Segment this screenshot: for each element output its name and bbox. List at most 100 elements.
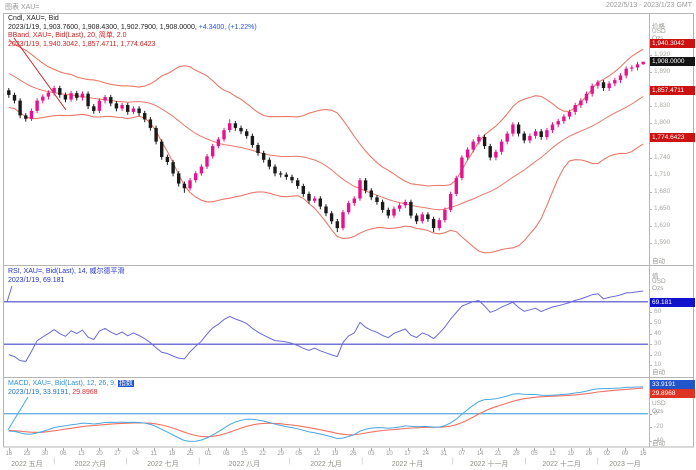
month-label[interactable]: 2022 六月	[74, 461, 107, 468]
candle-body	[194, 173, 198, 181]
day-label: 08	[222, 451, 230, 457]
day-label: 05	[295, 451, 303, 457]
candle-body	[137, 108, 141, 114]
candle-body	[154, 127, 158, 142]
candle-body	[284, 174, 288, 177]
axis-tick-mark	[649, 158, 652, 159]
bollinger-middle-line	[8, 72, 644, 211]
rsi-axis-tick: 40	[654, 329, 662, 337]
candle-body	[465, 149, 470, 158]
axis-tick-mark	[649, 323, 652, 324]
time-axis-tick	[625, 448, 626, 451]
time-axis-tick	[589, 448, 590, 451]
rsi-legend: RSI, XAU=, Bid(Last), 14, 威尔德平滑 2023/1/1…	[8, 268, 125, 285]
candle-body	[420, 214, 424, 222]
time-axis-tick	[45, 448, 46, 451]
candle-body	[103, 97, 107, 101]
month-label[interactable]: 2022 十一月	[469, 461, 509, 468]
macd-plot	[4, 386, 648, 442]
rsi-axis-tick: 10	[654, 361, 662, 369]
candle-body	[607, 83, 611, 89]
macd-axis-auto-label[interactable]: 自动	[652, 440, 665, 447]
price-axis-tick: 1,590	[654, 238, 671, 246]
candle-body	[539, 131, 543, 137]
window-topbar: 图表 XAU= 2022/5/13 - 2023/1/23 GMT	[0, 0, 696, 13]
candle-body	[273, 166, 277, 174]
candle-body	[397, 205, 402, 209]
macd-ma-type: 指数	[117, 380, 134, 387]
day-label: 31	[440, 451, 448, 457]
candle-body	[635, 64, 640, 68]
candle-body	[341, 212, 345, 229]
day-label: 27	[114, 451, 121, 457]
day-label: 06	[59, 451, 67, 457]
axis-tick-mark	[649, 226, 652, 227]
month-label[interactable]: 2022 七月	[147, 461, 179, 468]
candle-body	[522, 133, 526, 141]
time-axis-tick	[226, 448, 227, 451]
candle-body	[205, 156, 209, 167]
candle-body	[477, 137, 481, 142]
rsi-axis-auto-label[interactable]: 自动	[652, 369, 665, 376]
time-axis-tick	[208, 448, 209, 451]
time-axis-tick	[317, 448, 318, 451]
time-axis-tick	[81, 448, 82, 451]
axis-tick-mark	[649, 365, 652, 366]
candle-body	[426, 214, 430, 219]
day-label: 07	[458, 451, 466, 457]
month-label[interactable]: 2022 十月	[391, 461, 424, 468]
month-label[interactable]: 2022 五月	[11, 461, 43, 468]
day-label: 16	[5, 451, 13, 457]
macd-axis-tick: -20	[654, 423, 664, 431]
candle-body	[182, 183, 187, 189]
rsi-value: 2023/1/19, 69.181	[8, 276, 65, 284]
time-axis-tick	[299, 448, 300, 451]
axis-tick-mark	[649, 55, 652, 56]
month-label[interactable]: 2022 八月	[228, 461, 261, 468]
candle-body	[431, 219, 436, 229]
price-axis-tick: 1,620	[654, 221, 671, 229]
month-separator: |	[524, 458, 527, 465]
candle-body	[499, 141, 504, 152]
rsi-axis-unit-label: Ozs	[652, 285, 664, 292]
candle-body	[482, 137, 487, 147]
candle-body	[590, 85, 594, 94]
candle-body	[109, 97, 113, 104]
time-axis-tick	[99, 448, 100, 451]
macd-legend-leader-line	[7, 396, 29, 431]
macd-value: 2023/1/19, 33.9191,	[8, 388, 71, 396]
day-label: 28	[512, 451, 520, 457]
month-label[interactable]: 2022 十二月	[542, 461, 581, 468]
time-axis-tick	[607, 448, 608, 451]
day-label: 16	[639, 451, 647, 457]
time-axis-tick	[534, 448, 535, 451]
month-label[interactable]: 2023 一月	[609, 461, 641, 468]
candle-body	[363, 180, 368, 191]
month-label[interactable]: 2022 九月	[310, 461, 342, 468]
day-label: 19	[331, 451, 339, 457]
candle-body	[488, 146, 492, 158]
day-label: 13	[77, 451, 85, 457]
candle-body	[335, 221, 339, 229]
candle-body	[63, 94, 68, 100]
day-label: 25	[186, 451, 194, 457]
candle-body	[188, 180, 192, 189]
candle-body	[301, 186, 305, 194]
change-value: +4.3400, (+1.22%)	[198, 23, 257, 31]
macd-signal-line	[8, 387, 644, 438]
candle-body	[171, 162, 175, 174]
time-axis-tick	[154, 448, 155, 451]
axis-tick-mark	[649, 334, 652, 335]
price-axis-auto-label[interactable]: 自动	[652, 258, 665, 265]
macd-signal-value: 29.8968	[72, 388, 98, 396]
month-separator: |	[361, 458, 364, 465]
candle-body	[562, 116, 566, 122]
candle-body	[228, 123, 232, 131]
day-label: 11	[150, 451, 157, 457]
rsi-axis-tick: 50	[654, 319, 662, 326]
window-title: 图表 XAU=	[5, 4, 40, 11]
candle-body	[245, 131, 249, 136]
time-axis-tick	[516, 448, 517, 451]
time-axis-tick	[643, 448, 644, 451]
